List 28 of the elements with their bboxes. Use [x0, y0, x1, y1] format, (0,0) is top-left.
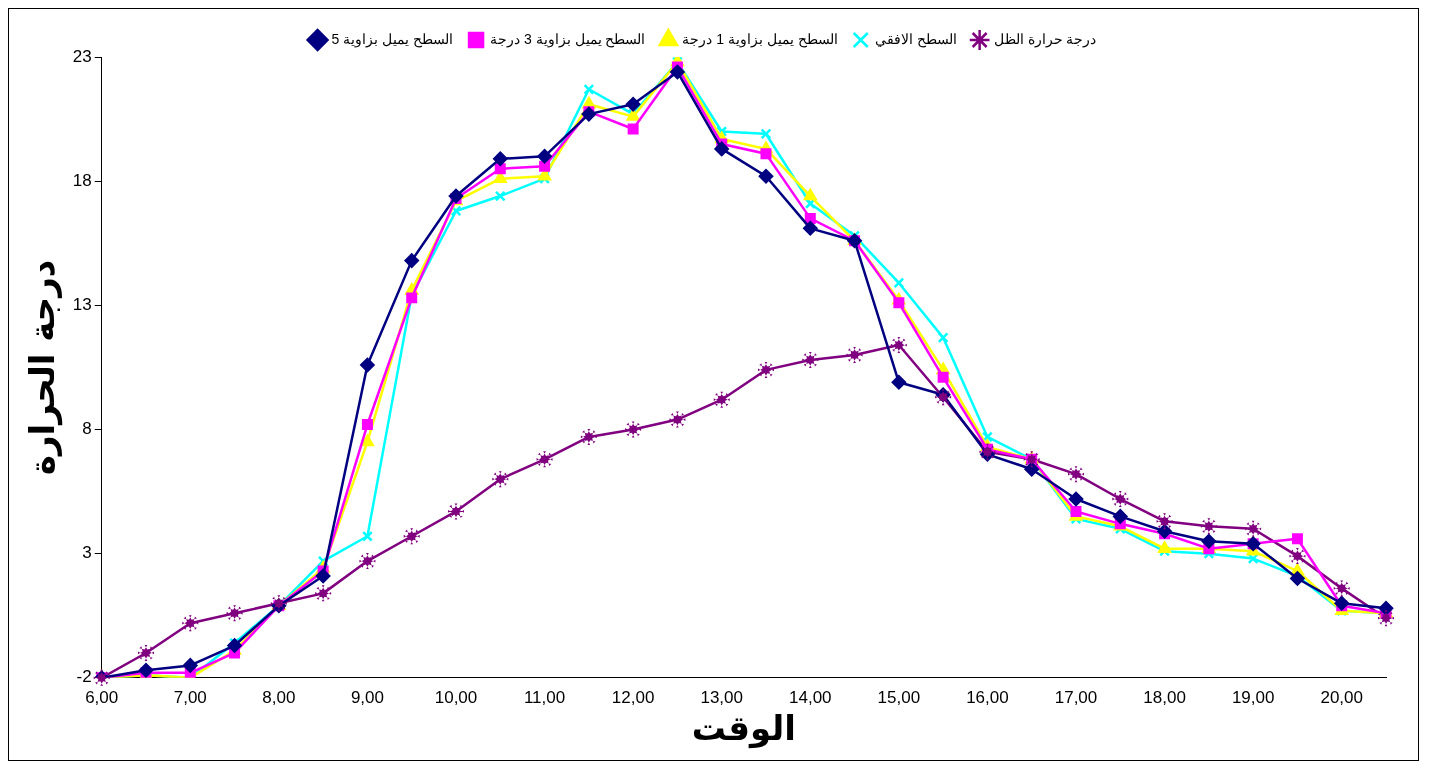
x-tick-label: 9,00 [350, 687, 384, 707]
legend-label: السطح يميل بزاوية 3 درجة [490, 30, 646, 48]
legend-label: السطح الافقي [874, 30, 957, 48]
x-tick-label: 11,00 [523, 687, 566, 707]
x-tick-label: 10,00 [434, 687, 478, 707]
legend-label: السطح يميل بزاوية 5 [331, 30, 454, 48]
y-tick-label: 8 [82, 419, 92, 439]
x-tick-label: 7,00 [173, 687, 207, 707]
y-tick-label: 3 [82, 543, 92, 563]
x-tick-label: 14,00 [789, 687, 832, 707]
y-tick-label: -2 [76, 667, 92, 687]
y-tick-label: 18 [72, 170, 92, 190]
x-tick-label: 17,00 [1054, 687, 1098, 707]
x-axis-title: الوقت [691, 708, 796, 750]
x-tick-label: 15,00 [877, 687, 921, 707]
x-tick-label: 20,00 [1320, 687, 1363, 707]
x-tick-label: 6,00 [85, 687, 119, 707]
x-tick-label: 18,00 [1143, 687, 1186, 707]
x-tick-label: 19,00 [1231, 687, 1275, 707]
x-tick-label: 12,00 [611, 687, 655, 707]
y-axis-title: درجة الحرارة [22, 259, 64, 476]
y-tick-label: 23 [72, 46, 92, 66]
y-tick-label: 13 [72, 295, 92, 315]
x-tick-label: 8,00 [262, 687, 296, 707]
legend-label: السطح يميل بزاوية 1 درجة [682, 30, 838, 48]
x-tick-label: 16,00 [966, 687, 1009, 707]
x-tick-label: 13,00 [700, 687, 743, 707]
legend-label: درجة حرارة الظل [993, 30, 1097, 48]
